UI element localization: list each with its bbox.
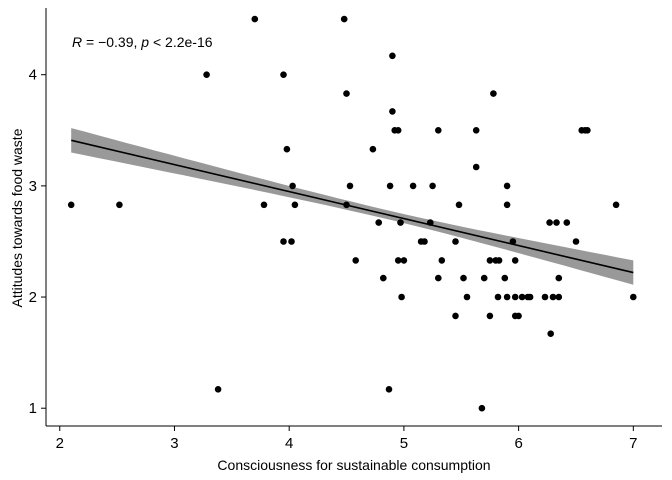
data-point bbox=[572, 238, 580, 245]
correlation-r-value: = −0.39, bbox=[82, 34, 141, 50]
data-point bbox=[280, 71, 287, 78]
axes-layer: 2 3 4 5 6 7 1 2 3 4 bbox=[29, 8, 662, 452]
data-point bbox=[394, 127, 402, 134]
data-point bbox=[389, 52, 396, 60]
data-point bbox=[555, 293, 563, 301]
data-point bbox=[455, 201, 463, 209]
y-tick-label: 1 bbox=[29, 400, 37, 417]
data-point bbox=[452, 312, 459, 320]
data-point bbox=[389, 108, 396, 115]
data-point bbox=[251, 15, 259, 23]
data-point bbox=[203, 71, 210, 78]
data-point bbox=[555, 274, 563, 282]
data-point bbox=[480, 274, 488, 282]
data-point bbox=[400, 257, 408, 264]
data-point bbox=[490, 90, 497, 97]
y-axis-title: Attitudes towards food waste bbox=[9, 128, 25, 307]
data-point bbox=[541, 293, 549, 301]
data-point bbox=[429, 182, 436, 190]
data-point bbox=[397, 219, 404, 226]
data-point bbox=[472, 127, 480, 134]
data-point bbox=[503, 293, 511, 301]
data-point bbox=[289, 182, 296, 190]
data-point bbox=[67, 201, 75, 209]
data-point bbox=[435, 274, 442, 282]
data-point bbox=[549, 293, 557, 301]
data-point bbox=[409, 182, 417, 190]
data-point bbox=[435, 127, 442, 134]
data-point bbox=[421, 238, 428, 245]
data-point bbox=[630, 293, 637, 301]
data-point bbox=[380, 274, 387, 282]
data-point bbox=[340, 15, 348, 23]
x-tick-label: 3 bbox=[170, 435, 178, 452]
data-point bbox=[385, 386, 393, 393]
data-point bbox=[495, 257, 503, 264]
data-point bbox=[288, 238, 295, 245]
data-point bbox=[526, 293, 534, 301]
regression-line bbox=[71, 139, 634, 274]
data-point bbox=[503, 201, 511, 209]
x-axis-title: Consciousness for sustainable consumptio… bbox=[217, 457, 490, 473]
data-point bbox=[563, 219, 571, 226]
data-point bbox=[515, 312, 522, 320]
x-tick-label: 5 bbox=[400, 435, 408, 452]
data-point bbox=[214, 386, 222, 393]
data-point bbox=[553, 219, 560, 226]
data-point bbox=[612, 201, 620, 209]
data-point bbox=[352, 257, 360, 264]
correlation-r-label: R bbox=[72, 34, 82, 50]
correlation-annotation: R = −0.39, p < 2.2e-16 bbox=[72, 34, 213, 50]
regression-line-layer bbox=[71, 139, 634, 274]
x-tick-label: 7 bbox=[629, 435, 637, 452]
data-point bbox=[511, 257, 519, 264]
data-point bbox=[460, 274, 467, 282]
data-point bbox=[394, 257, 402, 264]
correlation-p-value: < 2.2e-16 bbox=[149, 34, 213, 50]
data-point bbox=[343, 201, 350, 209]
data-point bbox=[584, 127, 591, 134]
data-point bbox=[518, 293, 526, 301]
data-point bbox=[386, 182, 394, 190]
data-point bbox=[472, 163, 480, 171]
data-point bbox=[438, 257, 446, 264]
data-point bbox=[369, 145, 377, 153]
data-point bbox=[427, 219, 434, 226]
data-point bbox=[511, 293, 519, 301]
data-point bbox=[291, 201, 299, 209]
data-point bbox=[501, 274, 509, 282]
data-point bbox=[398, 293, 405, 301]
data-point bbox=[260, 201, 268, 209]
data-point bbox=[452, 238, 459, 245]
data-point bbox=[375, 219, 383, 226]
data-point bbox=[509, 238, 517, 245]
data-point bbox=[116, 201, 123, 209]
y-tick-label: 4 bbox=[29, 67, 37, 84]
data-point bbox=[486, 257, 494, 264]
y-tick-label: 3 bbox=[29, 178, 37, 195]
data-point bbox=[463, 293, 471, 301]
data-point bbox=[280, 238, 287, 245]
x-tick-label: 2 bbox=[56, 435, 64, 452]
x-tick-label: 4 bbox=[285, 435, 293, 452]
data-point bbox=[283, 145, 291, 153]
correlation-p-label: p bbox=[140, 34, 149, 50]
data-point bbox=[486, 312, 494, 320]
data-point bbox=[547, 330, 554, 338]
data-point bbox=[478, 404, 486, 412]
data-point bbox=[546, 219, 553, 226]
data-point bbox=[346, 182, 354, 190]
data-point bbox=[503, 182, 511, 190]
data-point bbox=[343, 90, 350, 97]
y-tick-label: 2 bbox=[29, 289, 37, 306]
data-point bbox=[494, 293, 502, 301]
x-tick-label: 6 bbox=[514, 435, 522, 452]
data-points-layer bbox=[67, 15, 637, 412]
